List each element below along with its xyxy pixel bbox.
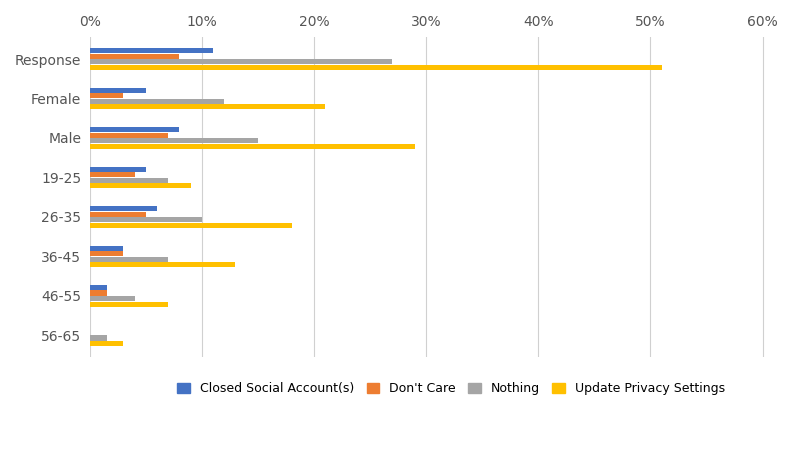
Bar — [90, 93, 123, 98]
Bar — [90, 127, 179, 132]
Bar — [90, 223, 291, 228]
Bar — [90, 335, 106, 341]
Bar — [90, 285, 106, 290]
Bar — [90, 65, 662, 70]
Bar — [90, 48, 213, 53]
Bar — [90, 246, 123, 251]
Bar — [90, 138, 258, 143]
Bar — [90, 178, 168, 183]
Bar — [90, 211, 146, 217]
Bar — [90, 132, 168, 138]
Bar — [90, 302, 168, 307]
Bar — [90, 144, 415, 149]
Bar — [90, 183, 190, 188]
Bar — [90, 291, 106, 295]
Bar — [90, 256, 168, 262]
Bar — [90, 59, 393, 64]
Bar — [90, 88, 146, 93]
Bar — [90, 251, 123, 256]
Bar — [90, 54, 179, 59]
Bar — [90, 104, 326, 110]
Bar — [90, 262, 235, 267]
Bar — [90, 167, 146, 172]
Legend: Closed Social Account(s), Don't Care, Nothing, Update Privacy Settings: Closed Social Account(s), Don't Care, No… — [171, 376, 731, 401]
Bar — [90, 99, 224, 104]
Bar — [90, 341, 123, 346]
Bar — [90, 172, 134, 177]
Bar — [90, 217, 202, 222]
Bar — [90, 296, 134, 301]
Bar — [90, 206, 157, 211]
